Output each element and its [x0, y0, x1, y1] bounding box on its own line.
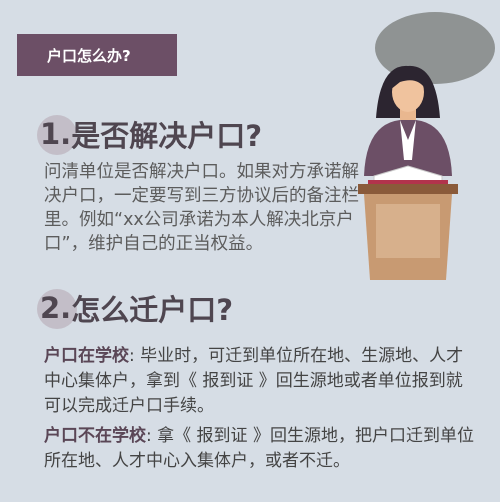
book-icon: [368, 165, 448, 184]
section2-number: 2.: [40, 291, 72, 325]
section1-heading: 是否解决户口?: [71, 119, 263, 153]
case-not-in-school-text: : 拿《 报到证 》回生源地，把户口迁到单位所在地、人才中心入集体户，或者不迁。: [44, 426, 474, 471]
case-in-school: 户口在学校: 毕业时，可迁到单位所在地、生源地、人才中心集体户，拿到《 报到证 …: [44, 344, 474, 419]
podium-icon: [358, 184, 458, 280]
number-bubble: [37, 289, 77, 329]
number-bubble: [37, 115, 77, 155]
case-in-school-lead: 户口在学校: [44, 346, 129, 366]
speaker-illustration: [358, 12, 495, 280]
section2-heading: 怎么迁户口?: [71, 293, 234, 327]
header-title: 户口怎么办?: [47, 46, 131, 65]
section2-title: 2. 怎么迁户口?: [37, 287, 234, 329]
section1-body: 问清单位是否解决户口。如果对方承诺解决户口，一定要写到三方协议后的备注栏里。例如…: [44, 162, 359, 254]
section1-title: 1. 是否解决户口?: [37, 113, 263, 155]
header-bar: 户口怎么办?: [17, 34, 177, 76]
case-not-in-school: 户口不在学校: 拿《 报到证 》回生源地，把户口迁到单位所在地、人才中心入集体户…: [44, 424, 474, 474]
section1-number: 1.: [40, 117, 72, 151]
case-not-in-school-lead: 户口不在学校: [44, 426, 146, 446]
case-in-school-text: : 毕业时，可迁到单位所在地、生源地、人才中心集体户，拿到《 报到证 》回生源地…: [44, 346, 464, 416]
woman-icon: [364, 65, 452, 176]
